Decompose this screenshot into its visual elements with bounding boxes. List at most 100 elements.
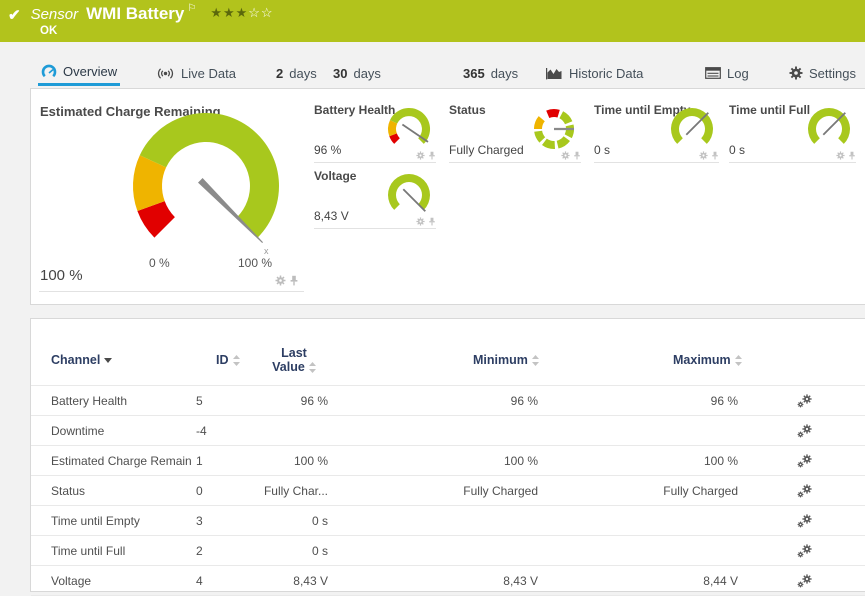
cell-maximum: 8,44 V — [703, 573, 738, 588]
channel-settings-icon[interactable] — [796, 573, 814, 588]
cell-channel[interactable]: Time until Empty — [51, 513, 140, 528]
gear-icon[interactable] — [416, 217, 425, 226]
sort-both-icon — [308, 361, 316, 373]
tab-label: days — [490, 65, 519, 81]
column-header-last-value[interactable]: Last Value — [259, 346, 329, 374]
table-row-voltage: Voltage 4 8,43 V 8,43 V 8,44 V — [31, 566, 865, 596]
priority-stars[interactable]: ★★★☆☆ — [210, 5, 273, 21]
channel-settings-icon[interactable] — [796, 483, 814, 498]
cell-channel[interactable]: Time until Full — [51, 543, 126, 558]
channel-table-panel: Channel ID Last Value Minimum Maximum — [30, 318, 865, 596]
gear-icon[interactable] — [561, 151, 570, 160]
tab-settings[interactable]: Settings — [786, 60, 859, 86]
sort-both-icon — [734, 354, 742, 366]
gauge-dial: x — [132, 112, 280, 256]
tab-number: 365 — [463, 65, 485, 81]
cell-last-value: 0 s — [311, 543, 328, 558]
gauge-voltage[interactable]: Voltage 8,43 V — [314, 167, 436, 229]
gauge-actions — [699, 151, 719, 160]
tab-log[interactable]: Log — [702, 60, 752, 86]
channel-settings-icon[interactable] — [796, 543, 814, 558]
gauge-actions — [416, 151, 436, 160]
cell-id: -4 — [196, 423, 207, 438]
tab-label: days — [289, 65, 317, 81]
gauge-actions — [416, 217, 436, 226]
channel-settings-icon[interactable] — [796, 513, 814, 528]
cell-id: 0 — [196, 483, 203, 498]
gauge-time-until-empty[interactable]: Time until Empty 0 s — [594, 101, 719, 163]
gear-icon[interactable] — [836, 151, 845, 160]
gauge-title: Estimated Charge Remaining — [40, 104, 221, 119]
pin-icon[interactable] — [573, 151, 581, 160]
gear-icon[interactable] — [416, 151, 425, 160]
column-header-channel[interactable]: Channel — [51, 353, 113, 367]
flag-icon[interactable]: ⚐ — [187, 3, 197, 14]
cell-channel[interactable]: Downtime — [51, 423, 105, 438]
column-label: Last — [281, 346, 307, 360]
tab-historic-data[interactable]: Historic Data — [543, 60, 646, 86]
tab-number: 30 — [333, 65, 348, 81]
cell-minimum: 8,43 V — [503, 573, 538, 588]
tab-label: days — [353, 65, 381, 81]
table-row-estimated-charge: Estimated Charge Remaini... 1 100 % 100 … — [31, 446, 865, 476]
gauge-scale-max: 100 % — [238, 256, 273, 270]
cell-maximum: 100 % — [703, 453, 738, 468]
ok-check-icon: ✔ — [8, 7, 21, 24]
pin-icon[interactable] — [428, 151, 436, 160]
gauge-title: Status — [449, 103, 486, 117]
tab-live-data[interactable]: Live Data — [153, 60, 239, 86]
gauge-value: 8,43 V — [314, 209, 349, 223]
table-row-time-until-full: Time until Full 2 0 s — [31, 536, 865, 566]
gauge-status[interactable]: Status Fully Charged — [449, 101, 581, 163]
gauge-dial — [534, 109, 575, 150]
gauge-time-until-full[interactable]: Time until Full 0 s — [729, 101, 856, 163]
cell-channel[interactable]: Estimated Charge Remaini... — [51, 453, 191, 468]
log-list-icon — [705, 67, 721, 79]
column-label: Minimum — [473, 353, 528, 367]
cell-minimum: Fully Charged — [463, 483, 538, 498]
tab-2-days[interactable]: 2 days — [273, 60, 320, 86]
gauge-value: 0 s — [594, 143, 611, 157]
cell-id: 4 — [196, 573, 203, 588]
gauge-battery-health[interactable]: Battery Health 96 % — [314, 101, 436, 163]
page-title: WMI Battery — [86, 4, 185, 23]
gauge-actions — [561, 151, 581, 160]
pin-icon[interactable] — [289, 275, 299, 286]
tab-overview[interactable]: Overview — [38, 60, 121, 86]
area-chart-icon — [546, 67, 562, 79]
table-row-time-until-empty: Time until Empty 3 0 s — [31, 506, 865, 536]
gauge-value: 0 s — [729, 143, 746, 157]
cell-channel[interactable]: Voltage — [51, 573, 92, 588]
gauge-title: Voltage — [314, 169, 357, 183]
column-label: Value — [272, 360, 305, 374]
pin-icon[interactable] — [428, 217, 436, 226]
gear-icon[interactable] — [275, 275, 286, 286]
cell-channel[interactable]: Battery Health — [51, 393, 128, 408]
column-header-minimum[interactable]: Minimum — [473, 353, 539, 367]
column-header-id[interactable]: ID — [216, 353, 240, 367]
sort-both-icon — [232, 354, 240, 366]
column-header-maximum[interactable]: Maximum — [673, 353, 742, 367]
pin-icon[interactable] — [711, 151, 719, 160]
gauge-actions — [836, 151, 856, 160]
stars-filled: ★★★ — [210, 5, 249, 20]
cell-channel[interactable]: Status — [51, 483, 86, 498]
pin-icon[interactable] — [848, 151, 856, 160]
gauge-actions — [275, 275, 299, 286]
gauge-estimated-charge-remaining[interactable]: Estimated Charge Remaining x 0 % 100 % 1… — [31, 89, 311, 306]
tab-365-days[interactable]: 365 days — [460, 60, 521, 86]
channel-settings-icon[interactable] — [796, 423, 814, 438]
overview-gauges-panel: Estimated Charge Remaining x 0 % 100 % 1… — [30, 88, 865, 305]
tab-label: Overview — [63, 64, 118, 79]
cell-minimum: 96 % — [510, 393, 538, 408]
status-badge: OK — [40, 25, 58, 37]
divider — [31, 385, 865, 386]
channel-settings-icon[interactable] — [796, 453, 814, 468]
cell-last-value: 96 % — [300, 393, 328, 408]
broadcast-icon — [157, 67, 174, 79]
gear-icon[interactable] — [699, 151, 708, 160]
cell-minimum: 100 % — [503, 453, 538, 468]
tab-30-days[interactable]: 30 days — [330, 60, 384, 86]
channel-settings-icon[interactable] — [796, 393, 814, 408]
